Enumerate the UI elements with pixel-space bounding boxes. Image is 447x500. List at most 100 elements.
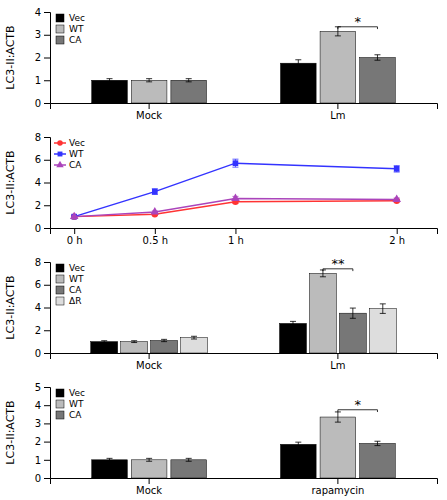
x-axis-line xyxy=(51,354,438,360)
marker xyxy=(70,212,79,219)
y-axis: 02468 xyxy=(35,132,51,234)
tick: Lm xyxy=(330,103,345,121)
tick-mark xyxy=(44,353,50,354)
tick: 1 h xyxy=(228,228,244,246)
legend-swatch xyxy=(58,152,63,157)
legend-label: WT xyxy=(69,149,84,159)
tick-mark xyxy=(44,35,50,36)
marker xyxy=(392,195,401,202)
tick-mark xyxy=(44,80,50,81)
legend-label: CA xyxy=(69,285,82,295)
legend-label: Vec xyxy=(69,138,85,148)
tick: 2 xyxy=(35,200,50,211)
tick-mark xyxy=(44,442,50,443)
tick-mark xyxy=(44,330,50,331)
tick-label: 6 xyxy=(35,279,41,290)
line xyxy=(74,198,397,216)
legend-item: CA xyxy=(56,285,82,295)
legend: VecWTCAΔR xyxy=(56,263,85,306)
legend-swatch xyxy=(56,400,64,408)
x-axis-line xyxy=(51,229,438,235)
tick: rapamycin xyxy=(311,478,364,496)
tick: Mock xyxy=(136,478,162,496)
tick-mark xyxy=(397,228,398,234)
tick: 0 h xyxy=(67,228,83,246)
tick-mark xyxy=(44,205,50,206)
error-bar xyxy=(394,166,400,172)
tick-label: 0 xyxy=(35,473,41,484)
legend-label: CA xyxy=(69,160,82,170)
tick-label: Lm xyxy=(330,110,345,121)
error-bar xyxy=(191,336,197,339)
y-axis-line xyxy=(44,138,51,229)
tick-mark xyxy=(155,228,156,234)
bar xyxy=(131,80,167,103)
tick: 4 xyxy=(35,400,50,411)
tick: 0.5 h xyxy=(143,228,168,246)
significance-text: * xyxy=(354,397,361,412)
tick: 4 xyxy=(35,302,50,313)
tick: 6 xyxy=(35,154,50,165)
tick: 4 xyxy=(35,7,50,18)
bar xyxy=(320,417,356,478)
panel: 01234LC3-II:ACTBMockLm*VecWTCA xyxy=(4,7,438,121)
error-bar xyxy=(380,304,386,314)
tick: 2 xyxy=(35,436,50,447)
tick-label: 0 h xyxy=(67,235,83,246)
x-axis-line xyxy=(51,104,438,110)
bar xyxy=(280,63,316,103)
bar xyxy=(280,323,307,353)
legend-swatch xyxy=(56,275,64,283)
tick: 0 xyxy=(35,98,50,109)
tick-mark xyxy=(44,405,50,406)
error-bar xyxy=(290,321,296,325)
plot-area xyxy=(92,27,396,103)
tick-mark xyxy=(149,103,150,109)
legend-item: ΔR xyxy=(56,296,81,306)
tick-mark xyxy=(44,228,50,229)
tick-mark xyxy=(44,285,50,286)
y-axis-title: LC3-II:ACTB xyxy=(4,25,17,89)
tick-label: 0 xyxy=(35,223,41,234)
tick-label: 3 xyxy=(35,29,41,40)
error-bar xyxy=(146,458,152,461)
error-bar xyxy=(350,308,356,318)
tick-mark xyxy=(44,308,50,309)
tick-label: Mock xyxy=(136,485,162,496)
legend-label: Vec xyxy=(69,263,85,273)
tick-label: 4 xyxy=(35,7,41,18)
tick-mark xyxy=(337,353,338,359)
legend-label: CA xyxy=(69,35,82,45)
tick: 6 xyxy=(35,279,50,290)
legend-label: ΔR xyxy=(69,296,81,306)
legend-swatch xyxy=(56,36,64,44)
bar xyxy=(360,443,396,478)
legend-item: Vec xyxy=(56,263,85,273)
legend-swatch xyxy=(56,389,64,397)
y-axis-title: LC3-II:ACTB xyxy=(4,400,17,464)
tick-label: 1 xyxy=(35,75,41,86)
bar xyxy=(339,313,366,353)
tick: 2 xyxy=(35,52,50,63)
tick-label: 2 xyxy=(35,436,41,447)
legend-label: WT xyxy=(69,24,84,34)
tick-label: 1 h xyxy=(228,235,244,246)
tick-mark xyxy=(44,103,50,104)
tick-label: Mock xyxy=(136,360,162,371)
panel: 02468LC3-II:ACTB0 h0.5 h1 h2 hVecWTCA xyxy=(4,132,438,246)
y-axis-line xyxy=(44,388,51,479)
legend-swatch xyxy=(56,25,64,33)
tick-label: 0.5 h xyxy=(143,235,168,246)
marker xyxy=(233,160,239,166)
error-bar xyxy=(374,441,380,445)
tick: 0 xyxy=(35,348,50,359)
error-bar xyxy=(374,55,380,60)
bar xyxy=(151,340,178,353)
tick-mark xyxy=(44,183,50,184)
marker xyxy=(231,193,240,200)
tick-label: 3 xyxy=(35,418,41,429)
y-axis-line xyxy=(44,263,51,354)
x-axis: Mock rapamycin xyxy=(51,478,438,496)
y-axis: 012345 xyxy=(35,382,51,484)
legend: VecWTCA xyxy=(56,13,85,45)
